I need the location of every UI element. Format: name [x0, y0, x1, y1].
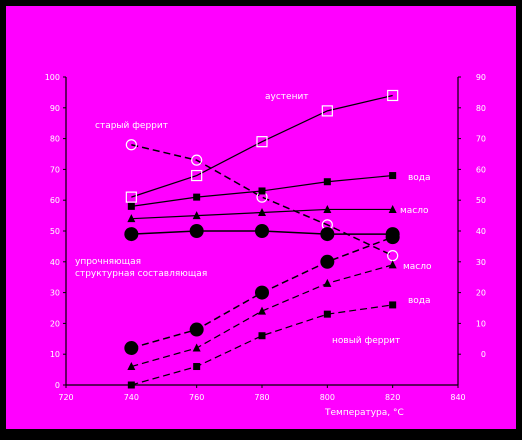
data-point-series-0 [125, 191, 137, 203]
data-point-series-0 [321, 105, 333, 117]
label-strengthening-line1: упрочняющая [75, 257, 141, 267]
series-line-7 [131, 304, 393, 386]
data-point-series-2 [127, 202, 135, 210]
data-point-series-3 [323, 204, 332, 213]
y-right-tick-label: 90 [476, 73, 486, 82]
data-point-series-6 [323, 278, 332, 287]
y-right-tick-label: 60 [476, 165, 486, 174]
label-water-top: вода [408, 173, 431, 183]
label-oil-top: масло [400, 206, 429, 216]
data-point-series-2 [193, 193, 201, 201]
data-point-series-5 [320, 254, 335, 269]
x-tick-label: 740 [124, 393, 139, 402]
data-point-series-4 [255, 224, 269, 238]
y-left-tick-label: 70 [50, 165, 60, 174]
data-point-series-5 [385, 230, 400, 245]
y-left-tick-label: 100 [45, 73, 60, 82]
data-point-series-1 [191, 154, 203, 166]
series-line-0 [131, 94, 393, 198]
y-right-tick-label: 80 [476, 104, 486, 113]
data-point-series-5 [189, 322, 204, 337]
label-oil-bottom: масло [403, 262, 432, 272]
label-new-ferrite: новый феррит [332, 336, 400, 346]
y-left-tick-label: 40 [50, 258, 60, 267]
data-point-series-7 [193, 363, 201, 371]
x-tick-label: 820 [385, 393, 400, 402]
label-water-bottom: вода [408, 296, 431, 306]
y-left-tick-label: 0 [55, 381, 60, 390]
series-line-5 [131, 236, 393, 349]
data-point-series-0 [191, 169, 203, 182]
series-markers [124, 89, 400, 389]
data-point-series-3 [127, 214, 136, 223]
y-right-tick-label: 20 [476, 289, 486, 298]
data-point-series-2 [389, 172, 397, 180]
data-point-series-5 [255, 285, 269, 300]
data-point-series-3 [388, 204, 397, 213]
data-point-series-3 [192, 211, 201, 220]
series-line-1 [131, 144, 393, 257]
y-left-tick-label: 60 [50, 196, 60, 205]
series-line-6 [131, 264, 393, 368]
y-right-tick-label: 30 [476, 258, 486, 267]
data-point-series-3 [258, 208, 266, 217]
data-point-series-6 [127, 362, 136, 371]
y-left-tick-label: 10 [50, 350, 60, 359]
y-left-tick-label: 20 [50, 319, 60, 328]
data-point-series-2 [258, 187, 266, 195]
data-point-series-4 [189, 224, 204, 238]
data-point-series-7 [127, 381, 135, 389]
data-point-series-1 [125, 139, 137, 151]
data-point-series-5 [124, 341, 139, 356]
y-right-tick-label: 0 [481, 350, 486, 359]
data-point-series-2 [323, 178, 331, 186]
data-point-series-0 [387, 89, 399, 102]
x-axis-title: Температура, °С [324, 408, 404, 418]
y-right-tick-label: 50 [476, 196, 486, 205]
label-strengthening-line2: структурная составляющая [75, 269, 207, 279]
data-point-series-0 [256, 136, 268, 148]
y-left-tick-label: 50 [50, 227, 60, 236]
data-point-series-6 [258, 306, 266, 315]
y-left-tick-label: 80 [50, 135, 60, 144]
tick-labels: 720 740 760 780 800 820 8400102030405060708090… [45, 73, 486, 402]
data-point-series-7 [258, 332, 266, 340]
y-right-tick-label: 40 [476, 227, 486, 236]
label-austenite: аустенит [265, 92, 309, 102]
x-tick-label: 780 [254, 393, 269, 402]
x-tick-label: 760 [189, 393, 204, 402]
x-tick-label: 720 [58, 393, 73, 402]
data-point-series-6 [192, 343, 201, 352]
data-point-series-7 [389, 301, 397, 309]
data-point-series-4 [124, 227, 139, 242]
plot-background [6, 6, 516, 429]
x-tick-label: 840 [450, 393, 465, 402]
data-point-series-4 [320, 227, 335, 242]
y-left-tick-label: 90 [50, 104, 60, 113]
x-tick-label: 800 [320, 393, 335, 402]
annotations: аустенит старый феррит вода масло упрочн… [75, 92, 432, 418]
label-old-ferrite: старый феррит [95, 121, 168, 131]
data-point-series-7 [323, 310, 331, 318]
y-left-tick-label: 30 [50, 289, 60, 298]
y-right-tick-label: 70 [476, 135, 486, 144]
y-right-tick-label: 10 [476, 319, 486, 328]
data-point-series-6 [388, 260, 397, 269]
